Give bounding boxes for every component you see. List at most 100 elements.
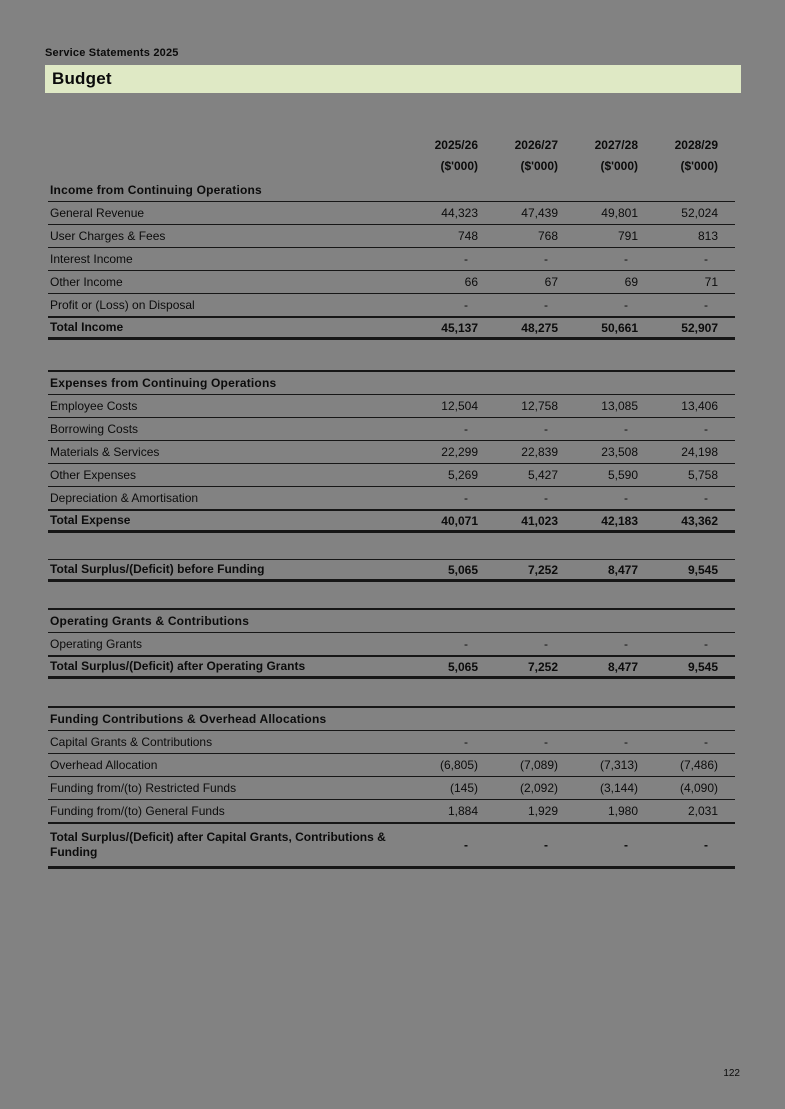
row-label: Borrowing Costs xyxy=(50,421,139,436)
table-section: Income from Continuing Operations General… xyxy=(48,179,735,340)
row-label: Other Income xyxy=(50,274,123,289)
table-row: Capital Grants & Contributions - - - - xyxy=(48,731,735,754)
row-value: - xyxy=(704,637,708,651)
page-title-bar: Budget xyxy=(45,65,741,93)
row-value: (145) xyxy=(449,781,478,795)
row-value: - xyxy=(544,298,548,312)
table-section: Total Surplus/(Deficit) before Funding 5,… xyxy=(48,559,735,582)
table-row: Depreciation & Amortisation - - - - xyxy=(48,487,735,510)
row-value: 1,884 xyxy=(447,804,478,818)
row-value: 9,545 xyxy=(687,562,718,577)
row-value: 12,504 xyxy=(441,399,478,413)
row-value: (3,144) xyxy=(599,781,638,795)
row-value: 49,801 xyxy=(601,206,638,220)
row-value: - xyxy=(464,735,468,749)
table-row: General Revenue 44,323 47,439 49,801 52,024 xyxy=(48,202,735,225)
row-value: (7,486) xyxy=(679,758,718,772)
section-header-row: Operating Grants & Contributions xyxy=(48,610,735,633)
row-value: (2,092) xyxy=(519,781,558,795)
row-value: 8,477 xyxy=(607,659,638,674)
table-row: Other Expenses 5,269 5,427 5,590 5,758 xyxy=(48,464,735,487)
table-row: Borrowing Costs - - - - xyxy=(48,418,735,441)
row-value: 5,590 xyxy=(607,468,638,482)
row-value: 5,065 xyxy=(447,659,478,674)
row-value: - xyxy=(624,252,628,266)
row-label: Total Income xyxy=(50,320,124,334)
row-value: 748 xyxy=(457,229,478,243)
page-number: 122 xyxy=(723,1068,740,1079)
total-row: Total Expense 40,071 41,023 42,183 43,362 xyxy=(48,510,735,533)
row-value: 52,907 xyxy=(681,320,718,335)
row-label: Total Surplus/(Deficit) before Funding xyxy=(50,562,265,576)
row-value: - xyxy=(544,735,548,749)
column-header-year: 2028/29 xyxy=(674,138,718,152)
column-header: 2028/29 ($'000) xyxy=(638,135,718,177)
table-row: Funding from/(to) General Funds 1,884 1,92… xyxy=(48,800,735,823)
row-value: 5,427 xyxy=(527,468,558,482)
section-header-row: Expenses from Continuing Operations xyxy=(48,372,735,395)
budget-table: 2025/26 ($'000) 2026/27 ($'000) 2027/28 ($'00… xyxy=(48,135,735,869)
row-label: User Charges & Fees xyxy=(50,228,166,243)
row-label: Capital Grants & Contributions xyxy=(50,734,213,749)
section-header-label: Funding Contributions & Overhead Allocat… xyxy=(50,711,327,726)
row-label: Employee Costs xyxy=(50,398,138,413)
row-value: - xyxy=(704,491,708,505)
row-label: Operating Grants xyxy=(50,636,143,651)
row-value: 2,031 xyxy=(687,804,718,818)
page-title: Budget xyxy=(52,69,112,88)
row-value: 8,477 xyxy=(607,562,638,577)
row-value: (7,089) xyxy=(519,758,558,772)
row-value: 1,929 xyxy=(527,804,558,818)
section-header-label: Expenses from Continuing Operations xyxy=(50,375,277,390)
section-header-row: Income from Continuing Operations xyxy=(48,179,735,202)
column-header-unit: ($'000) xyxy=(520,159,558,173)
row-label: Total Surplus/(Deficit) after Operating … xyxy=(50,659,306,673)
row-label: Materials & Services xyxy=(50,444,160,459)
row-value: - xyxy=(624,838,628,852)
table-row: Overhead Allocation (6,805) (7,089) (7,313)… xyxy=(48,754,735,777)
row-value: - xyxy=(464,838,468,852)
table-row: Interest Income - - - - xyxy=(48,248,735,271)
row-value: - xyxy=(624,422,628,436)
row-value: 1,980 xyxy=(607,804,638,818)
row-value: - xyxy=(624,637,628,651)
row-label: Other Expenses xyxy=(50,467,137,482)
section-header-label: Income from Continuing Operations xyxy=(50,182,262,197)
row-value: - xyxy=(624,735,628,749)
row-value: (7,313) xyxy=(599,758,638,772)
row-value: 50,661 xyxy=(601,320,638,335)
row-value: 5,758 xyxy=(687,468,718,482)
row-value: 45,137 xyxy=(441,320,478,335)
row-value: - xyxy=(704,252,708,266)
row-value: 22,839 xyxy=(521,445,558,459)
column-header: 2026/27 ($'000) xyxy=(478,135,558,177)
row-value: 71 xyxy=(704,275,718,289)
column-header-unit: ($'000) xyxy=(440,159,478,173)
column-header-unit: ($'000) xyxy=(680,159,718,173)
column-header: 2025/26 ($'000) xyxy=(398,135,478,177)
row-value: 7,252 xyxy=(527,562,558,577)
row-value: 41,023 xyxy=(521,513,558,528)
row-value: 813 xyxy=(697,229,718,243)
table-row: Profit or (Loss) on Disposal - - - - xyxy=(48,294,735,317)
row-value: - xyxy=(704,298,708,312)
row-value: - xyxy=(464,298,468,312)
row-value: 47,439 xyxy=(521,206,558,220)
row-value: - xyxy=(624,491,628,505)
row-value: 44,323 xyxy=(441,206,478,220)
row-value: 5,065 xyxy=(447,562,478,577)
row-value: - xyxy=(544,422,548,436)
row-value: 66 xyxy=(464,275,478,289)
section-header-label: Operating Grants & Contributions xyxy=(50,613,250,628)
row-value: 12,758 xyxy=(521,399,558,413)
column-header-year: 2025/26 xyxy=(434,138,478,152)
table-row: Materials & Services 22,299 22,839 23,508 24… xyxy=(48,441,735,464)
row-value: - xyxy=(704,735,708,749)
table-row: Funding from/(to) Restricted Funds (145) (… xyxy=(48,777,735,800)
row-value: 13,406 xyxy=(681,399,718,413)
row-label: Total Expense xyxy=(50,513,131,527)
table-row: Operating Grants - - - - xyxy=(48,633,735,656)
row-value: (4,090) xyxy=(679,781,718,795)
total-row: Total Surplus/(Deficit) after Operating … xyxy=(48,656,735,679)
